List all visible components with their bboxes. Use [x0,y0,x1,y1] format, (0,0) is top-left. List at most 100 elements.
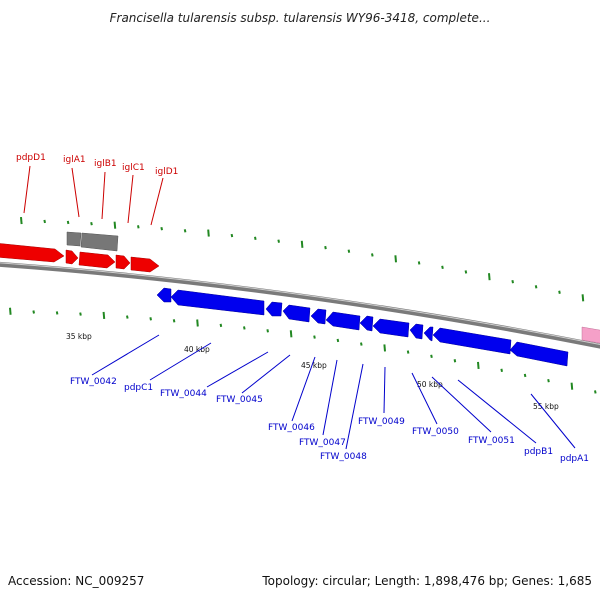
minor-tick [360,342,363,346]
gene-label-FTW_0042[interactable]: FTW_0042 [70,377,117,387]
minor-tick [324,245,327,250]
minor-tick [406,350,410,354]
other-genes [66,231,119,252]
gene-arrow-reverse[interactable] [265,301,283,317]
leader-line [322,359,338,436]
major-tick [9,307,12,315]
minor-tick [430,354,433,358]
gene-label-iglB1[interactable]: iglB1 [94,159,117,169]
gene-label-pdpD1[interactable]: pdpD1 [16,153,46,163]
major-tick [581,294,585,302]
major-tick [289,330,293,338]
top-gene-labels: pdpD1 iglA1 iglB1 iglC1 iglD1 [16,153,178,226]
leader-line [71,167,80,218]
minor-tick [417,261,421,265]
major-tick [383,344,386,352]
minor-tick [441,265,444,270]
leader-line [23,165,31,214]
gene-label-iglC1[interactable]: iglC1 [122,163,145,173]
gene-arrow-forward[interactable] [130,256,160,273]
minor-tick [160,227,163,231]
minor-tick [558,290,561,294]
kbp-label-45: 45 kbp [301,361,327,370]
gene-arrow-reverse[interactable] [372,318,410,338]
gene-arrow-forward[interactable] [78,251,116,269]
gene-arrow-reverse[interactable] [409,323,424,340]
minor-tick [32,310,35,314]
scale-ticks [9,216,597,394]
gene-label-FTW_0045[interactable]: FTW_0045 [216,395,263,405]
genome-backbone-highlight [0,262,600,346]
genome-backbone [0,261,600,349]
minor-tick [43,219,46,224]
leader-line [149,342,212,381]
genome-summary-text: Topology: circular; Length: 1,898,476 bp… [261,574,592,588]
gene-arrow-reverse[interactable] [282,304,311,323]
gene-block-other[interactable] [66,231,82,247]
bottom-gene-labels: FTW_0042 pdpC1 FTW_0044 FTW_0045 FTW_004… [70,334,589,464]
leader-line [127,174,134,224]
gene-label-FTW_0051[interactable]: FTW_0051 [468,436,515,446]
gene-arrow-reverse[interactable] [170,289,265,316]
major-tick [570,382,574,390]
major-tick [113,221,117,229]
leader-line [101,171,106,220]
major-tick [196,319,199,327]
minor-tick [172,319,176,323]
rna-feature[interactable] [581,326,600,344]
gene-arrow-reverse[interactable] [423,326,434,342]
gene-arrow-reverse[interactable] [359,315,374,332]
minor-tick [126,315,129,319]
gene-block-other[interactable] [80,232,119,252]
minor-tick [137,225,140,229]
accession-text: Accession: NC_009257 [8,574,144,588]
leader-line [291,356,316,422]
gene-label-pdpA1[interactable]: pdpA1 [560,454,589,464]
leader-line [383,366,386,414]
gene-label-FTW_0047[interactable]: FTW_0047 [299,438,346,448]
major-tick [488,273,491,281]
minor-tick [313,335,316,339]
minor-tick [183,229,187,233]
minor-tick [523,373,527,378]
gene-label-pdpB1[interactable]: pdpB1 [524,447,553,457]
map-title: Francisella tularensis subsp. tularensis… [110,11,491,25]
minor-tick [453,359,457,363]
gene-arrow-forward[interactable] [65,249,79,265]
gene-label-pdpC1[interactable]: pdpC1 [124,383,153,393]
minor-tick [336,338,340,343]
gene-label-iglA1[interactable]: iglA1 [63,155,86,165]
gene-arrow-reverse[interactable] [432,327,512,355]
major-tick [207,229,210,237]
gene-arrow-reverse[interactable] [310,308,327,325]
gene-label-FTW_0048[interactable]: FTW_0048 [320,452,367,462]
gene-arrow-forward[interactable] [115,254,131,270]
minor-tick [230,233,234,238]
minor-tick [243,326,246,330]
minor-tick [371,253,374,257]
minor-tick [511,279,514,284]
gene-arrow-reverse[interactable] [156,287,172,303]
leader-line [241,354,291,394]
minor-tick [55,311,59,315]
gene-label-FTW_0044[interactable]: FTW_0044 [160,389,207,399]
minor-tick [149,317,152,321]
gene-label-iglD1[interactable]: iglD1 [155,167,178,177]
minor-tick [90,222,93,226]
gene-label-FTW_0046[interactable]: FTW_0046 [268,423,315,433]
minor-tick [277,239,280,243]
gene-arrow-reverse[interactable] [325,311,361,331]
leader-line [457,379,537,444]
minor-tick [547,378,550,383]
gene-label-FTW_0049[interactable]: FTW_0049 [358,417,405,427]
minor-tick [266,329,269,333]
gene-arrow-reverse[interactable] [509,341,569,367]
leader-line [91,334,160,376]
minor-tick [594,390,597,394]
reverse-genes [156,287,569,367]
gene-arrow-forward[interactable] [0,243,65,263]
gene-label-FTW_0050[interactable]: FTW_0050 [412,427,459,437]
major-tick [20,216,23,225]
kbp-label-40: 40 kbp [184,345,210,354]
minor-tick [254,236,257,240]
